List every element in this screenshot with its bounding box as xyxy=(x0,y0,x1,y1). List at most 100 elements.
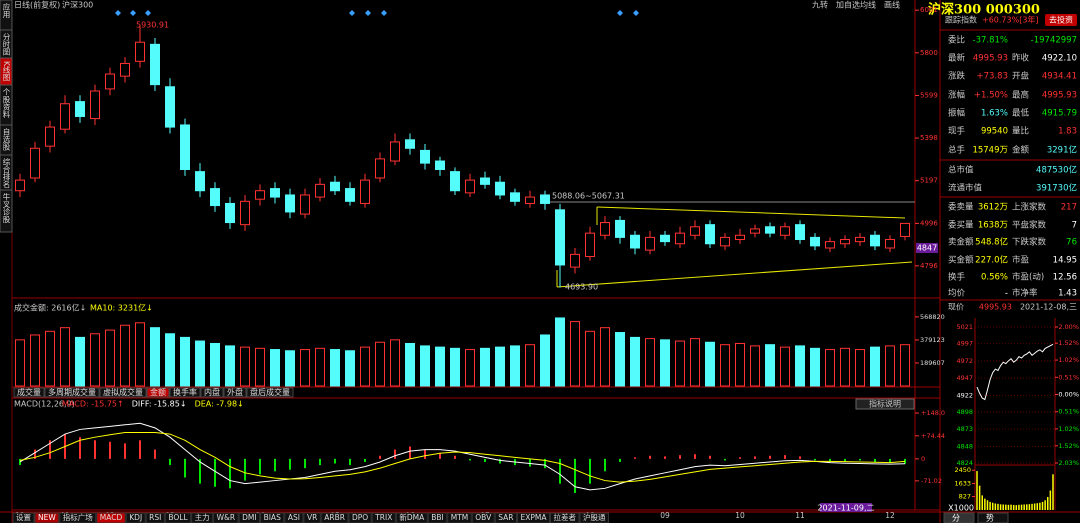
bottom-tab[interactable]: W&R xyxy=(217,513,235,522)
bottom-tab[interactable]: DMI xyxy=(242,513,256,522)
bottom-tab[interactable]: MACD xyxy=(100,513,123,522)
bottom-tab[interactable]: NEW xyxy=(38,513,56,522)
bottom-tab[interactable]: MTM xyxy=(451,513,469,522)
bottom-tab-box[interactable] xyxy=(427,512,448,523)
bottom-tab-box[interactable] xyxy=(471,512,495,523)
sidebar-label[interactable]: 分时图 xyxy=(2,33,11,57)
bottom-tab-box[interactable] xyxy=(164,512,192,523)
volume-bar xyxy=(390,339,400,387)
intraday-tab[interactable]: 势 xyxy=(986,513,994,523)
track-value: +60.73%[3年] xyxy=(982,15,1039,25)
volume-bar xyxy=(840,347,850,387)
quote-value: -37.81% xyxy=(973,36,1008,46)
candle-body xyxy=(435,160,445,171)
sidebar-label[interactable]: K线图 xyxy=(2,61,11,82)
tool-button[interactable]: 均线 xyxy=(860,0,876,10)
volume-bar xyxy=(135,322,145,387)
bottom-tab[interactable]: KDJ xyxy=(129,513,142,522)
bottom-tab[interactable]: ASI xyxy=(288,513,300,522)
volume-tab[interactable]: 多周期成交量 xyxy=(48,387,96,397)
bottom-tab-box[interactable] xyxy=(213,512,239,523)
bottom-tab[interactable]: BIAS xyxy=(264,513,281,522)
help-button[interactable] xyxy=(855,398,915,410)
help-label[interactable]: 指标说明 xyxy=(869,399,901,409)
bottom-tab-box[interactable] xyxy=(191,512,214,523)
bottom-tab-box[interactable] xyxy=(395,512,428,523)
bottom-tab[interactable]: TRIX xyxy=(374,513,392,522)
volume-tab[interactable]: 虚拟成交量 xyxy=(103,387,143,397)
intraday-tab-box[interactable] xyxy=(943,512,975,523)
volume-tab-box[interactable] xyxy=(146,387,170,398)
volume-tab-box[interactable] xyxy=(99,387,147,398)
sidebar-tab[interactable] xyxy=(0,189,13,233)
tool-button[interactable]: 加自选 xyxy=(836,0,860,10)
sidebar-label[interactable]: 个股资料 xyxy=(2,88,11,120)
bottom-tab[interactable]: 拉差者 xyxy=(554,512,577,522)
sidebar-label[interactable]: 应用 xyxy=(2,2,11,20)
bottom-tab-box[interactable] xyxy=(494,512,517,523)
bottom-tab[interactable]: ARBR xyxy=(324,513,345,522)
bottom-tab[interactable]: 设置 xyxy=(16,512,31,522)
y-tick-label: +148.0 xyxy=(921,409,945,417)
bottom-tab-box[interactable] xyxy=(59,512,97,523)
tool-button[interactable]: 九转 xyxy=(812,0,828,10)
bottom-tab-box[interactable] xyxy=(550,512,580,523)
volume-tab-box[interactable] xyxy=(169,387,201,398)
tool-button[interactable]: 画线 xyxy=(884,0,900,10)
volume-tab[interactable]: 盘后成交量 xyxy=(250,387,290,397)
bottom-tab-box[interactable] xyxy=(516,512,550,523)
bottom-tab-box[interactable] xyxy=(579,512,609,523)
bottom-tab[interactable]: BOLL xyxy=(168,513,188,522)
bottom-tab[interactable]: VR xyxy=(307,513,317,522)
bottom-tab[interactable]: 沪股通 xyxy=(583,512,606,522)
bottom-tab-box[interactable] xyxy=(34,512,60,523)
bottom-tab[interactable]: OBV xyxy=(475,513,492,522)
bottom-tab-box[interactable] xyxy=(320,512,349,523)
bottom-tab[interactable]: DPO xyxy=(352,513,368,522)
volume-tab-box[interactable] xyxy=(246,387,294,398)
bottom-tab[interactable]: 指标广场 xyxy=(63,512,93,522)
sidebar-label[interactable]: 自选股 xyxy=(2,127,11,152)
candle-body xyxy=(105,73,115,90)
bottom-tab-box[interactable] xyxy=(303,512,321,523)
bottom-tab[interactable]: 主力 xyxy=(195,512,210,522)
bottom-tab-box[interactable] xyxy=(145,512,165,523)
volume-tab-box[interactable] xyxy=(223,387,247,398)
volume-tab-box[interactable] xyxy=(44,387,100,398)
bottom-tab-box[interactable] xyxy=(12,512,35,523)
bottom-tab-box[interactable] xyxy=(348,512,372,523)
volume-bar xyxy=(720,344,730,387)
quote-label: 涨幅 xyxy=(948,90,966,101)
volume-tab[interactable]: 内盘 xyxy=(204,387,220,397)
intraday-tab-box[interactable] xyxy=(977,512,1009,523)
bottom-tab-box[interactable] xyxy=(125,512,146,523)
volume-tab[interactable]: 金额 xyxy=(150,387,166,397)
invest-label[interactable]: 去投资 xyxy=(1049,15,1073,25)
bottom-tab[interactable]: SAR xyxy=(498,513,513,522)
sidebar-label[interactable]: 综合排名 xyxy=(2,157,11,190)
volume-tab[interactable]: 换手率 xyxy=(173,387,197,397)
volume-bar xyxy=(285,350,295,387)
bottom-tab[interactable]: EXPMA xyxy=(520,513,547,522)
quote-value: 1.63% xyxy=(981,109,1008,119)
bottom-tab-box[interactable] xyxy=(260,512,285,523)
candle-body xyxy=(315,183,325,198)
volume-tab[interactable]: 外盘 xyxy=(227,387,243,397)
invest-button[interactable] xyxy=(1045,14,1077,26)
bottom-tab[interactable]: 新DMA xyxy=(399,512,425,522)
bottom-tab[interactable]: RSI xyxy=(149,513,161,522)
annotation: 4693.90 xyxy=(565,283,598,292)
volume-tab-box[interactable] xyxy=(200,387,224,398)
bottom-tab[interactable]: BBI xyxy=(431,513,444,522)
volume-tab-box[interactable] xyxy=(13,387,45,398)
bottom-tab-box[interactable] xyxy=(371,512,396,523)
bottom-tab-box[interactable] xyxy=(238,512,261,523)
bottom-tab-box[interactable] xyxy=(447,512,472,523)
bottom-tab-box[interactable] xyxy=(284,512,304,523)
price-marker xyxy=(916,243,938,253)
bottom-tab-box[interactable] xyxy=(96,512,126,523)
y2-tick-label: 1.02% xyxy=(1058,356,1079,364)
intraday-tab[interactable]: 分 xyxy=(952,514,960,523)
volume-tab[interactable]: 成交量 xyxy=(17,387,41,397)
sidebar-label[interactable]: 牛叉诊股 xyxy=(2,192,11,225)
